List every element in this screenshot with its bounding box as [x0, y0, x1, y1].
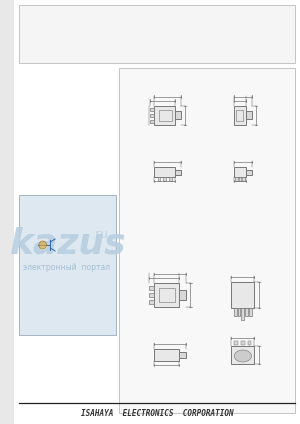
Bar	[154, 167, 175, 177]
Bar	[231, 282, 254, 308]
Bar	[163, 177, 166, 181]
Bar	[234, 167, 246, 177]
Bar	[150, 108, 154, 111]
Bar	[249, 308, 252, 316]
Text: kazus: kazus	[10, 226, 127, 260]
Bar	[159, 288, 175, 302]
Bar	[149, 293, 154, 297]
Bar	[234, 341, 238, 345]
Bar	[154, 106, 175, 125]
Bar	[246, 170, 252, 175]
Bar	[158, 177, 160, 181]
Bar	[159, 109, 172, 120]
Bar	[179, 352, 186, 358]
Bar	[169, 177, 172, 181]
Bar	[119, 68, 295, 413]
Bar	[236, 109, 243, 120]
Bar	[154, 283, 179, 307]
Bar	[234, 308, 237, 316]
Bar	[242, 177, 245, 181]
Bar	[241, 341, 245, 345]
Bar	[242, 308, 244, 320]
Bar	[246, 111, 252, 119]
Ellipse shape	[39, 241, 46, 249]
Bar	[149, 300, 154, 304]
Bar	[19, 5, 295, 63]
Bar	[248, 341, 251, 345]
Bar	[149, 286, 154, 290]
Bar	[150, 114, 154, 117]
Text: ISAHAYA  ELECTRONICS  CORPORATION: ISAHAYA ELECTRONICS CORPORATION	[81, 408, 233, 418]
Bar	[150, 120, 154, 123]
Bar	[179, 290, 186, 300]
Bar	[154, 349, 179, 361]
Bar	[175, 111, 181, 119]
Bar	[19, 195, 116, 335]
Bar	[238, 308, 240, 316]
Bar	[175, 170, 181, 175]
Bar	[238, 177, 242, 181]
Bar	[231, 346, 254, 364]
Bar	[235, 177, 238, 181]
Text: .ru: .ru	[92, 229, 108, 242]
Bar	[234, 106, 246, 125]
Ellipse shape	[234, 350, 251, 362]
Text: электронный  портал: электронный портал	[23, 263, 110, 273]
Bar	[245, 308, 248, 316]
